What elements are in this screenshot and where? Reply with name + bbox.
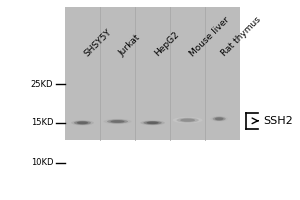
Ellipse shape — [210, 116, 228, 122]
Ellipse shape — [215, 117, 224, 120]
Ellipse shape — [110, 120, 124, 123]
Text: HepG2: HepG2 — [153, 30, 181, 58]
Bar — [65, 7, 240, 140]
Ellipse shape — [146, 122, 159, 124]
Ellipse shape — [180, 118, 195, 122]
Ellipse shape — [77, 121, 88, 124]
Ellipse shape — [103, 119, 132, 124]
Text: Rat thymus: Rat thymus — [219, 15, 262, 58]
Text: SSH2: SSH2 — [264, 116, 293, 126]
Ellipse shape — [213, 117, 226, 121]
Text: Mouse liver: Mouse liver — [188, 15, 231, 58]
Text: 15KD: 15KD — [31, 118, 53, 127]
Text: 10KD: 10KD — [31, 158, 53, 167]
Ellipse shape — [107, 120, 128, 123]
Text: 25KD: 25KD — [31, 80, 53, 89]
Ellipse shape — [143, 121, 162, 125]
Ellipse shape — [74, 121, 91, 125]
Ellipse shape — [173, 117, 202, 123]
Ellipse shape — [71, 120, 94, 125]
Text: Jurkat: Jurkat — [118, 33, 142, 58]
Text: SHSY5Y: SHSY5Y — [82, 27, 113, 58]
Ellipse shape — [176, 118, 199, 123]
Ellipse shape — [140, 120, 165, 125]
